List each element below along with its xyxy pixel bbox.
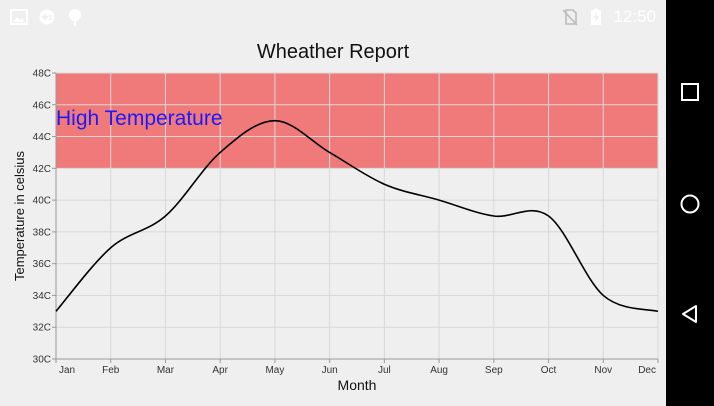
status-left-icons <box>10 8 84 26</box>
band-label: High Temperature <box>56 107 223 130</box>
y-tick-label: 36C <box>33 259 51 270</box>
back-button[interactable] <box>676 300 704 328</box>
x-tick-label: Apr <box>212 365 228 376</box>
chart-title: Wheather Report <box>256 41 410 63</box>
line-chart: 30C 32C 34C 36C 38C 40C 42C 44C 46C 48C Jan Feb Mar A… <box>12 69 659 393</box>
status-bar: 12:50 <box>0 0 666 34</box>
app-screen: 12:50 Wheather Report 30C 32C 34C 36C 38C 40C… <box>0 0 666 406</box>
recent-apps-button[interactable] <box>676 78 704 106</box>
no-sim-icon <box>562 9 579 26</box>
x-tick-label: Aug <box>430 365 448 376</box>
x-tick-label: Mar <box>157 365 175 376</box>
battery-charging-icon <box>591 8 602 25</box>
y-tick-label: 42C <box>33 164 51 175</box>
pin-icon <box>69 9 81 26</box>
y-tick-label: 46C <box>33 100 51 111</box>
y-tick-label: 32C <box>33 323 51 334</box>
gamepad-icon <box>39 9 55 25</box>
x-tick-label: Jul <box>378 365 391 376</box>
x-tick-label: Jun <box>322 365 338 376</box>
x-tick-label: Dec <box>638 365 656 376</box>
x-tick-label: Jan <box>59 365 75 376</box>
square-icon <box>681 83 699 101</box>
x-tick-label: May <box>265 365 284 376</box>
temperature-series-line <box>55 119 659 313</box>
x-tick-label: Sep <box>485 365 503 376</box>
home-button[interactable] <box>676 190 704 218</box>
image-icon <box>10 9 28 25</box>
y-tick-label: 40C <box>33 196 51 207</box>
y-tick-label: 44C <box>33 132 51 143</box>
y-tick-label: 48C <box>33 69 51 80</box>
x-tick-label: Feb <box>102 365 120 376</box>
y-tick-label: 34C <box>33 291 51 302</box>
circle-icon <box>680 194 700 214</box>
high-temperature-band <box>56 73 658 169</box>
x-axis-title: Month <box>338 377 377 393</box>
x-tick-label: Nov <box>594 365 612 376</box>
y-tick-label: 30C <box>33 355 51 366</box>
navigation-bar <box>666 0 714 406</box>
status-right-icons: 12:50 <box>561 7 656 27</box>
x-tick-label: Oct <box>541 365 557 376</box>
triangle-back-icon <box>682 305 697 323</box>
status-time: 12:50 <box>613 7 656 26</box>
y-axis-title: Temperature in celsius <box>12 150 27 281</box>
y-tick-label: 38C <box>33 227 51 238</box>
